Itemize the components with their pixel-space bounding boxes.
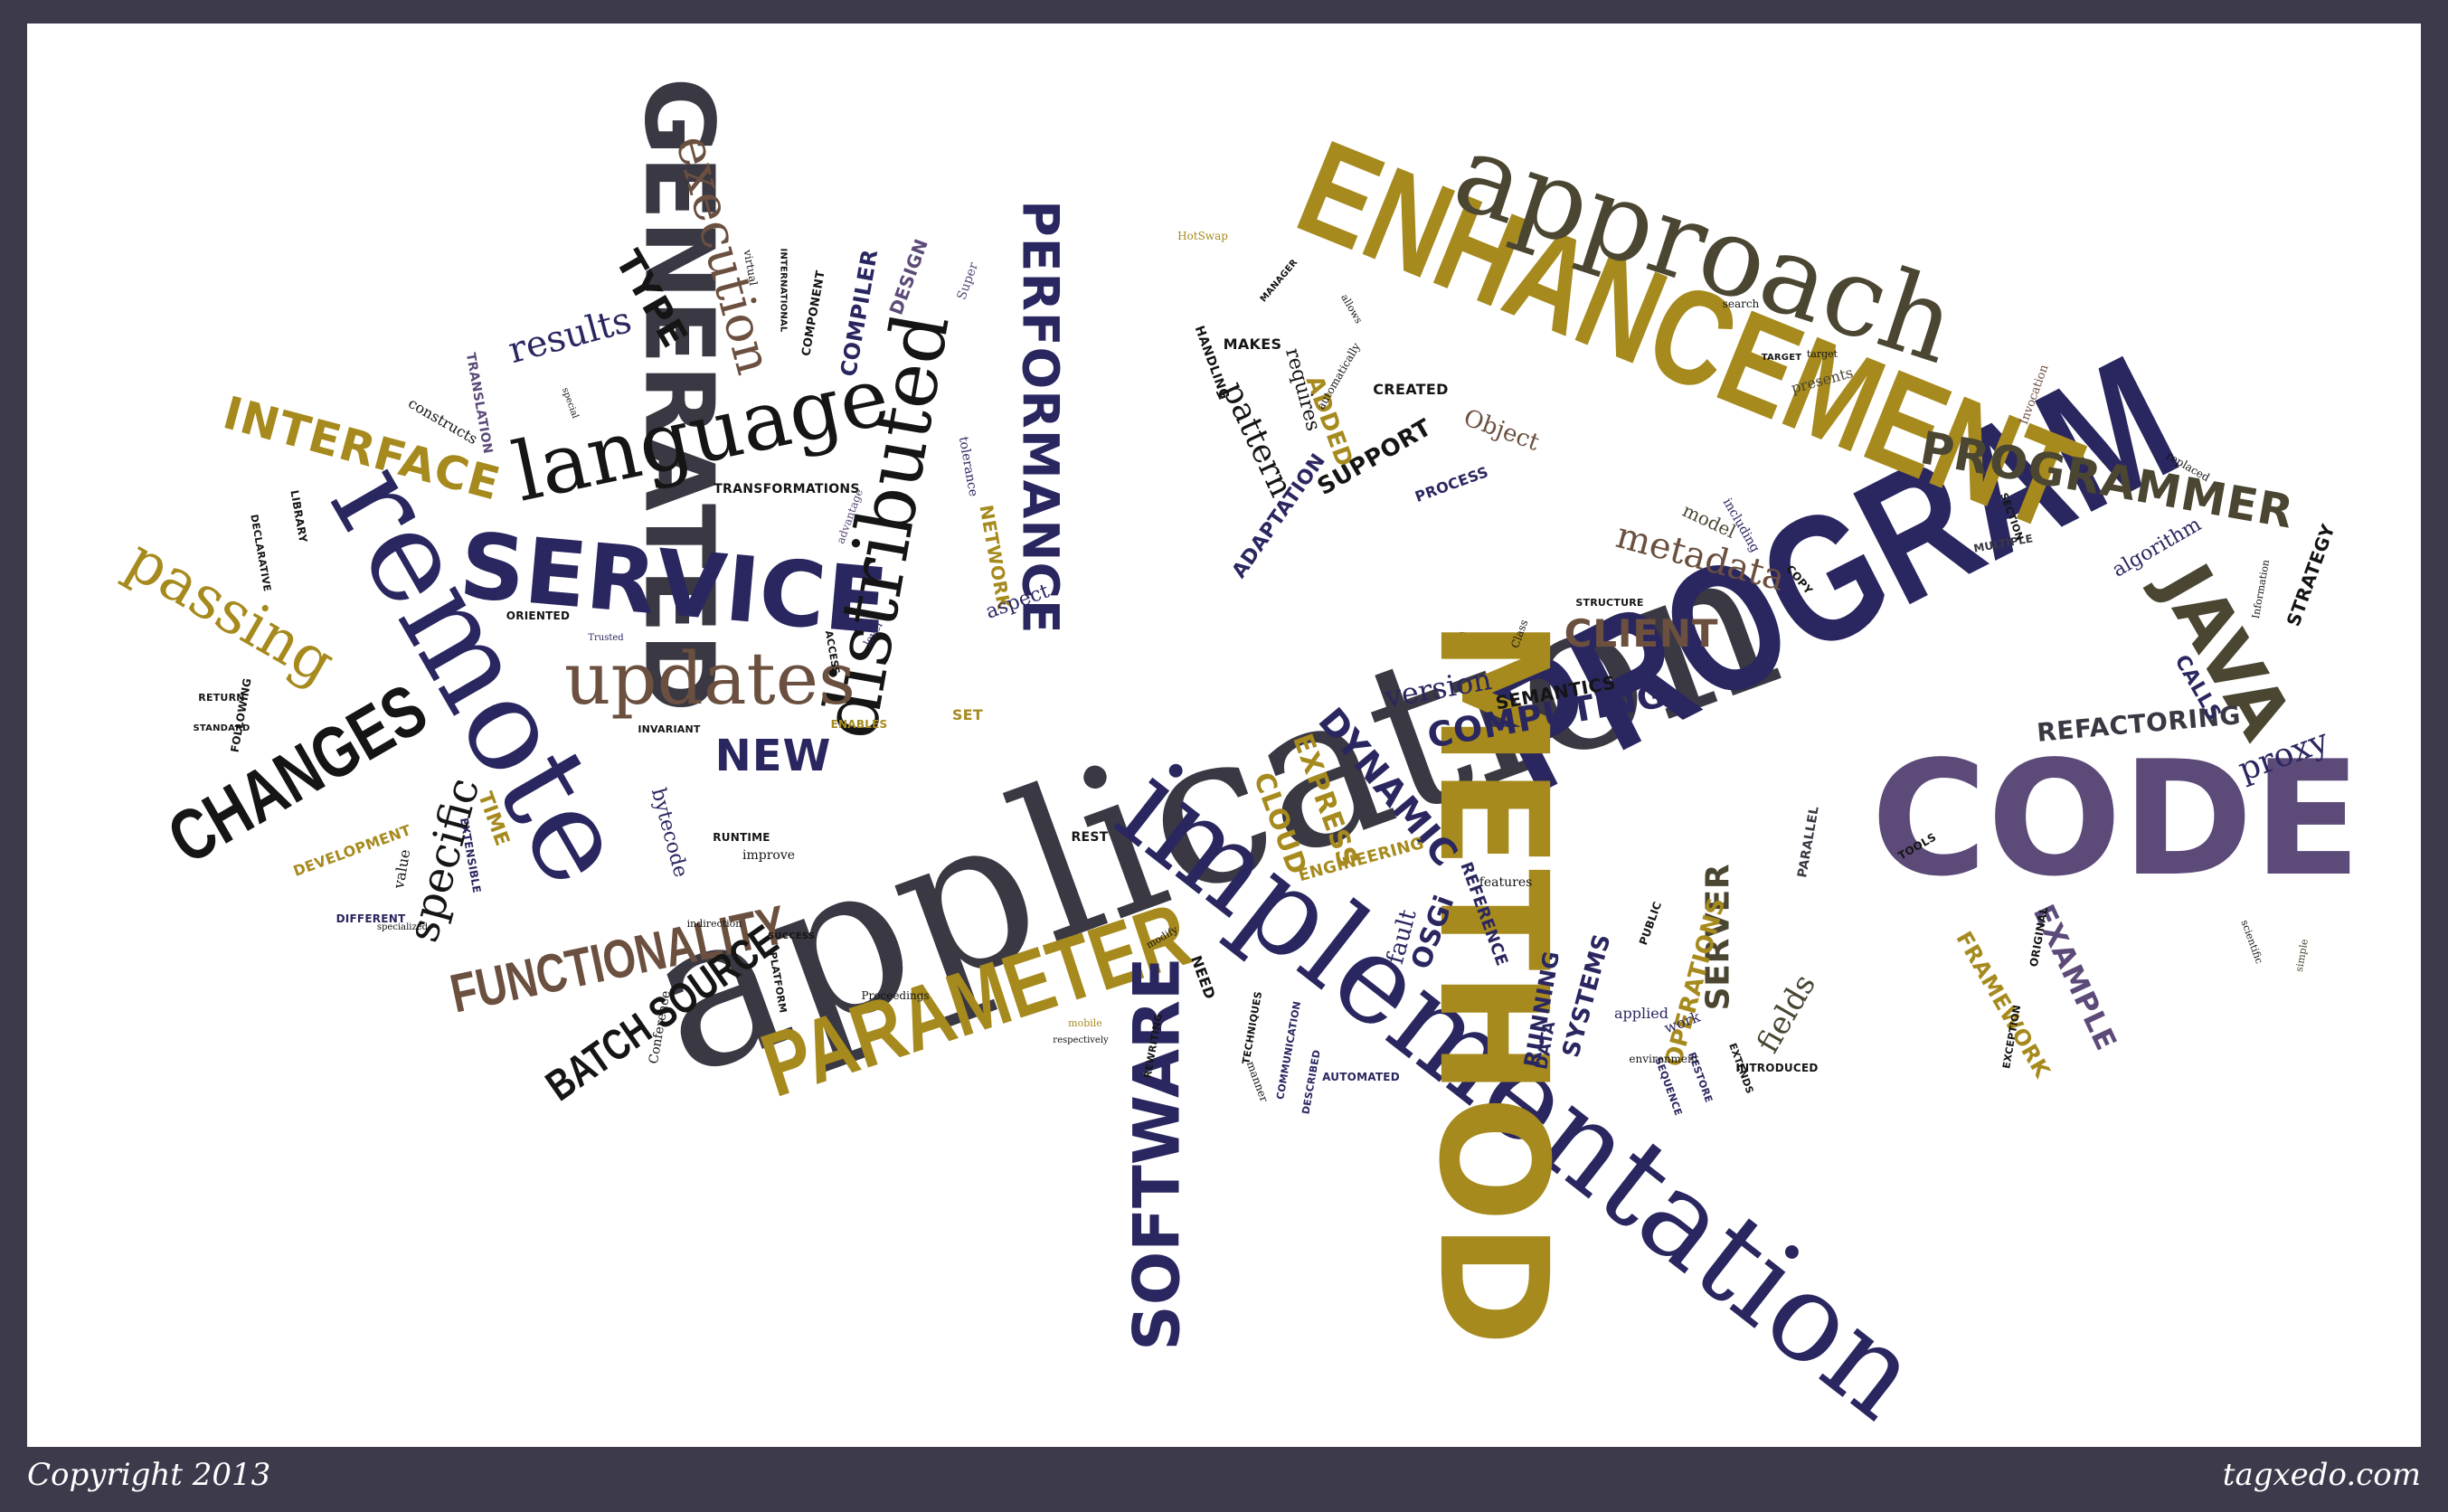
word-new: NEW [714,731,832,781]
word-parallel: PARALLEL [1795,805,1822,879]
word-rest: REST [1071,830,1109,845]
word-component: COMPONENT [799,269,828,357]
word-search: search [1722,298,1760,310]
word-super: Super [954,260,981,302]
word-target: target [1806,347,1838,360]
word-applied: applied [1614,1005,1668,1022]
word-client: CLIENT [1564,611,1719,656]
word-scientific: scientific [2238,918,2265,965]
word-results: results [504,298,636,373]
word-communication: COMMUNICATION [1274,999,1303,1101]
word-tolerance: tolerance [955,435,980,498]
word-performance: PERFORMANCE [1011,199,1070,635]
word-runtime: RUNTIME [713,831,770,844]
word-success: SUCCESS [767,931,816,941]
word-fields: fields [1749,968,1823,1060]
word-manager: MANAGER [1258,257,1300,305]
word-object: Object [1460,404,1543,457]
word-set: SET [951,706,984,723]
word-trusted: Trusted [588,633,624,643]
word-introduced: INTRODUCED [1735,1062,1819,1074]
word-makes: MAKES [1223,335,1282,353]
word-standard: STANDARD [193,723,250,733]
word-return: RETURN [198,691,245,704]
word-structure: STRUCTURE [1575,596,1644,609]
word-techniques: TECHNIQUES [1240,989,1265,1065]
word-automated: AUTOMATED [1322,1071,1400,1083]
word-cloud-canvas: application PROGRAM ENHANCEMENT implementat… [27,24,2421,1447]
word-process: PROCESS [1412,463,1490,506]
word-indirection: indirection [686,917,742,930]
word-described: DESCRIBED [1300,1048,1323,1115]
word-mobile: mobile [1068,1016,1102,1029]
word-public: PUBLIC [1636,900,1665,947]
word-manner: manner [1243,1059,1271,1104]
word-passing: passing [115,524,346,698]
word-following: FOLLOWING [228,676,255,754]
word-invariant: INVARIANT [638,723,701,735]
word-target: TARGET [1761,353,1802,363]
word-updates: updates [563,637,856,721]
word-international: INTERNATIONAL [778,248,788,333]
word-declarative: DECLARATIVE [248,513,273,592]
word-design: DESIGN [884,235,933,318]
word-allows: allows [1338,291,1366,326]
word-hotswap: HotSwap [1177,230,1228,242]
site-label[interactable]: tagxedo.com [2222,1457,2421,1493]
word-simple: simple [2292,937,2311,973]
word-transformations: TRANSFORMATIONS [714,482,860,496]
word-respectively: respectively [1053,1035,1109,1045]
word-strategy: STRATEGY [2282,521,2339,629]
word-proceedings: Proceedings [861,989,930,1002]
word-specialized: specialized [376,922,429,932]
word-features: features [1479,875,1533,890]
word-code: CODE [1870,727,2361,912]
word-created: CREATED [1373,381,1449,398]
word-environment: environment [1629,1053,1699,1065]
word-oriented: ORIENTED [506,610,571,622]
word-enables: ENABLES [830,718,888,731]
word-different: DIFFERENT [336,912,406,925]
word-information: Information [2249,558,2273,619]
word-value: value [390,847,414,890]
copyright-label: Copyright 2013 [27,1457,271,1493]
word-improve: improve [742,848,796,863]
